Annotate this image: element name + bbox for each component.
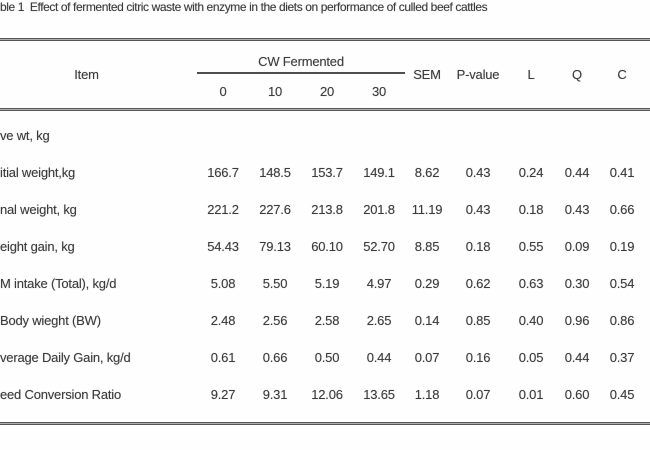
cell-p-value: 0.43 (465, 202, 491, 217)
table-row: eight gain, kg 54.43 79.13 60.10 52.70 8… (0, 228, 645, 265)
table-row: M intake (Total), kg/d 5.08 5.50 5.19 4.… (0, 265, 645, 302)
cell-cw-0: 0.61 (210, 350, 236, 365)
cell-linear: 0.05 (518, 350, 544, 365)
cell-quadratic: 0.44 (564, 350, 590, 365)
cell-cubic: 0.45 (609, 387, 635, 402)
row-item-label: eight gain, kg (0, 239, 75, 254)
row-item-label: Body wieght (BW) (0, 313, 101, 328)
cell-linear: 0.40 (518, 313, 544, 328)
cell-p-value: 0.18 (465, 239, 491, 254)
col-header-p-value: P-value (456, 67, 500, 82)
cell-cw-0: 9.27 (210, 387, 236, 402)
cell-cw-30: 52.70 (363, 239, 395, 254)
cell-cubic: 0.37 (609, 350, 635, 365)
col-subheader-20: 20 (319, 83, 335, 99)
row-item-label: eed Conversion Ratio (0, 387, 122, 402)
cell-cw-20: 12.06 (311, 387, 343, 402)
cell-cw-30: 2.65 (366, 313, 392, 328)
cell-cw-10: 148.5 (259, 165, 291, 180)
cell-quadratic: 0.44 (564, 165, 590, 180)
table-row: nal weight, kg 221.2 227.6 213.8 201.8 1… (0, 191, 645, 228)
col-subheader-30: 30 (371, 83, 387, 99)
cell-cw-30: 0.44 (366, 350, 392, 365)
cell-cubic: 0.66 (609, 202, 635, 217)
col-subheader-10: 10 (267, 83, 283, 99)
table-row: ve wt, kg (0, 117, 645, 154)
table-bottom-rule (0, 422, 650, 425)
col-header-sem: SEM (413, 67, 441, 82)
cell-sem: 11.19 (411, 202, 443, 217)
table-row: itial weight,kg 166.7 148.5 153.7 149.1 … (0, 154, 645, 191)
table-top-rule (0, 38, 650, 41)
cell-cw-20: 60.10 (311, 239, 343, 254)
cell-cw-0: 221.2 (207, 202, 239, 217)
cell-cw-0: 5.08 (210, 276, 236, 291)
cell-cubic: 0.86 (609, 313, 635, 328)
cell-cubic: 0.19 (609, 239, 635, 254)
col-header-quadratic: Q (572, 67, 582, 82)
col-subheader-0: 0 (219, 83, 227, 99)
cell-cw-10: 0.66 (262, 350, 288, 365)
cell-sem: 0.14 (414, 313, 440, 328)
col-header-linear: L (527, 67, 535, 82)
cell-cw-20: 2.58 (314, 313, 340, 328)
cell-cw-10: 2.56 (262, 313, 288, 328)
cell-cubic: 0.54 (609, 276, 635, 291)
row-item-label: ve wt, kg (0, 128, 50, 143)
cell-cubic: 0.41 (609, 165, 635, 180)
cell-sem: 0.29 (414, 276, 440, 291)
cell-quadratic: 0.09 (564, 239, 590, 254)
cell-cw-0: 2.48 (210, 313, 236, 328)
row-item-label: nal weight, kg (0, 202, 77, 217)
cell-cw-30: 149.1 (363, 165, 395, 180)
cell-cw-30: 13.65 (363, 387, 395, 402)
cell-linear: 0.01 (518, 387, 544, 402)
table-body: ve wt, kg itial weight,kg 166.7 148.5 15… (0, 117, 645, 413)
cell-p-value: 0.43 (465, 165, 491, 180)
cell-quadratic: 0.43 (564, 202, 590, 217)
cell-cw-20: 213.8 (311, 202, 343, 217)
cell-quadratic: 0.60 (564, 387, 590, 402)
cell-p-value: 0.07 (465, 387, 491, 402)
cell-sem: 8.62 (414, 165, 440, 180)
cell-p-value: 0.85 (465, 313, 491, 328)
cell-sem: 8.85 (414, 239, 440, 254)
cell-cw-10: 5.50 (262, 276, 288, 291)
table-header: Item CW Fermented 0 10 20 30 SEM P-value… (0, 41, 645, 108)
cell-sem: 1.18 (414, 387, 440, 402)
cell-linear: 0.63 (518, 276, 544, 291)
table-row: eed Conversion Ratio 9.27 9.31 12.06 13.… (0, 376, 645, 413)
row-item-label: verage Daily Gain, kg/d (0, 350, 131, 365)
cell-quadratic: 0.30 (564, 276, 590, 291)
table-row: verage Daily Gain, kg/d 0.61 0.66 0.50 0… (0, 339, 645, 376)
row-item-label: itial weight,kg (0, 165, 76, 180)
cell-cw-0: 54.43 (207, 239, 239, 254)
col-header-item: Item (74, 67, 99, 82)
cell-p-value: 0.62 (465, 276, 491, 291)
cell-cw-10: 9.31 (262, 387, 288, 402)
table-header-rule (0, 108, 650, 111)
cell-linear: 0.24 (518, 165, 544, 180)
cell-cw-10: 79.13 (259, 239, 291, 254)
cell-cw-0: 166.7 (207, 165, 239, 180)
cell-cw-20: 153.7 (311, 165, 343, 180)
cell-cw-30: 201.8 (363, 202, 395, 217)
cell-p-value: 0.16 (465, 350, 491, 365)
col-header-cubic: C (617, 67, 627, 82)
cell-cw-30: 4.97 (366, 276, 392, 291)
table-row: Body wieght (BW) 2.48 2.56 2.58 2.65 0.1… (0, 302, 645, 339)
col-group-header-cw-fermented: CW Fermented (197, 41, 405, 74)
cell-cw-10: 227.6 (259, 202, 291, 217)
cell-quadratic: 0.96 (564, 313, 590, 328)
cell-linear: 0.55 (518, 239, 544, 254)
cell-cw-20: 5.19 (314, 276, 340, 291)
table-caption: ble 1 Effect of fermented citric waste w… (0, 0, 488, 14)
cell-linear: 0.18 (518, 202, 544, 217)
row-item-label: M intake (Total), kg/d (0, 276, 117, 291)
cell-cw-20: 0.50 (314, 350, 340, 365)
cell-sem: 0.07 (414, 350, 440, 365)
